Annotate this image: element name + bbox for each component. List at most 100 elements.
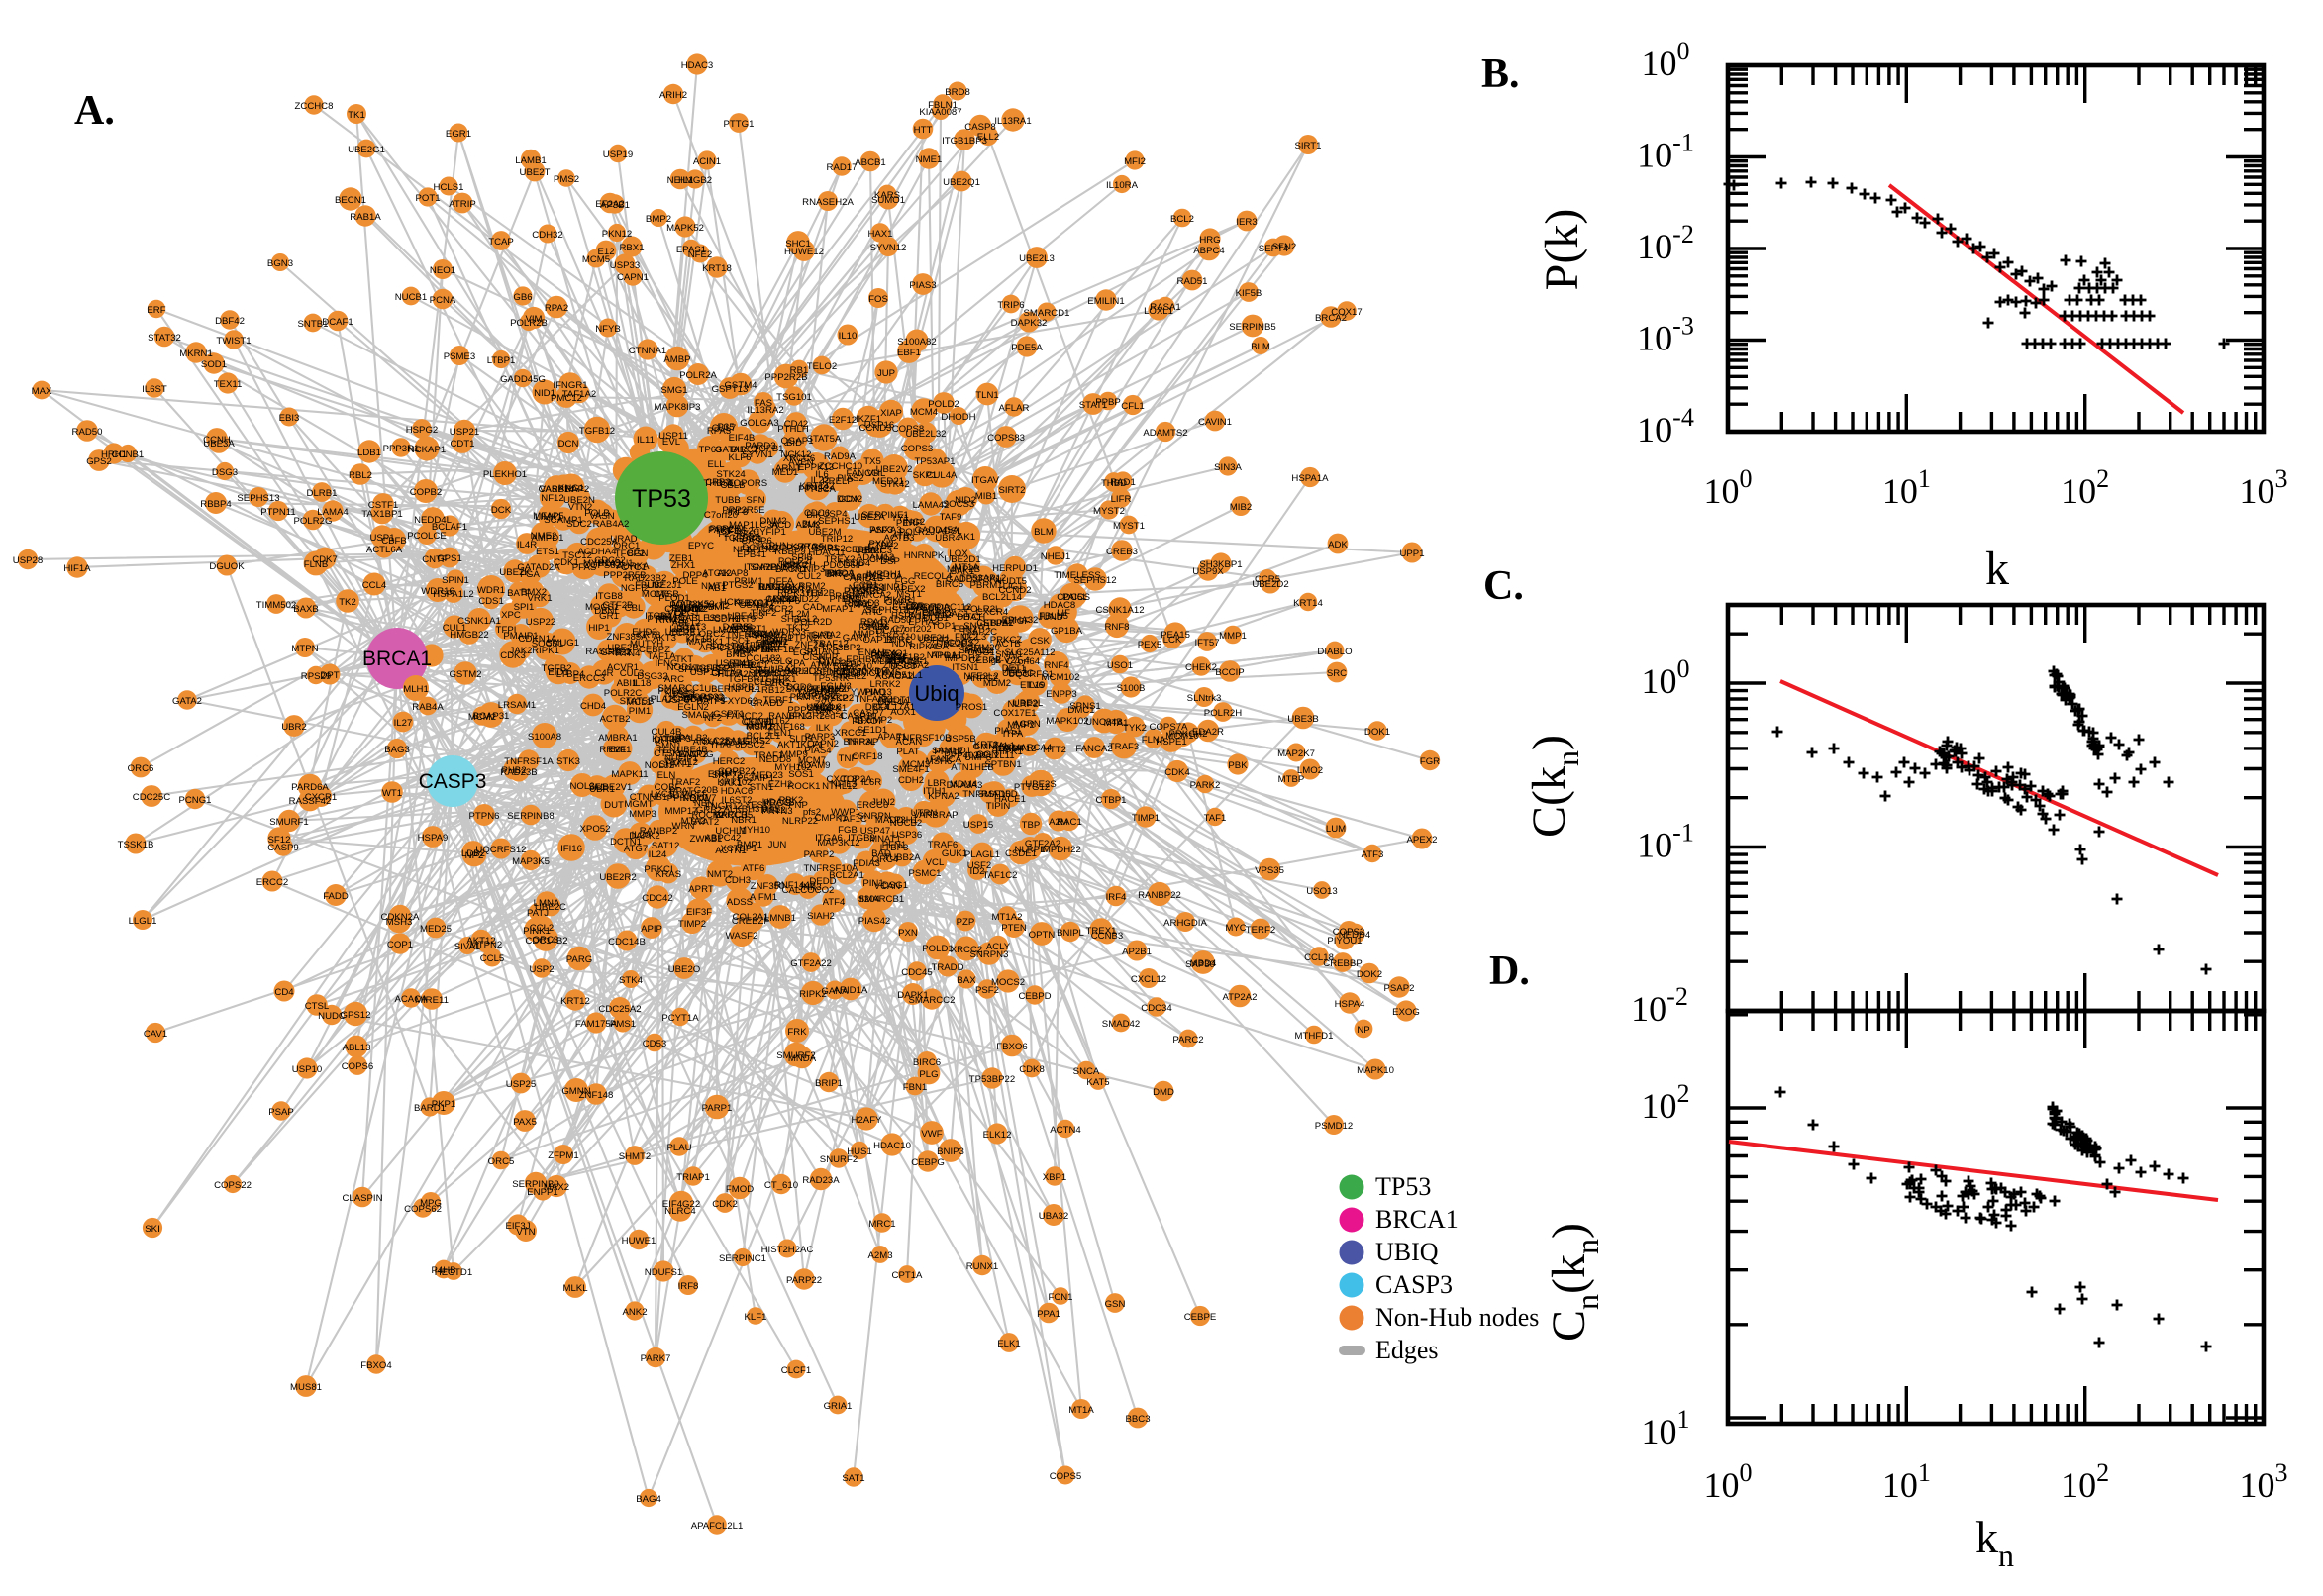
svg-text:SNURF2: SNURF2 <box>820 1154 858 1165</box>
svg-text:UBA32: UBA32 <box>1039 1211 1068 1222</box>
svg-text:FADD: FADD <box>323 891 349 902</box>
svg-text:BMP1: BMP1 <box>737 840 762 850</box>
svg-text:CREB3: CREB3 <box>1106 547 1138 557</box>
svg-text:TNFRSF10D: TNFRSF10D <box>962 789 1018 800</box>
svg-text:DSG3: DSG3 <box>212 467 238 478</box>
svg-text:ATF3: ATF3 <box>1362 849 1384 860</box>
svg-text:CTNNB1: CTNNB1 <box>630 792 667 803</box>
svg-text:ITM2B: ITM2B <box>807 588 835 599</box>
svg-text:TRAF3: TRAF3 <box>1109 742 1139 752</box>
svg-text:MED25: MED25 <box>420 924 452 935</box>
svg-text:PTEN: PTEN <box>1001 923 1027 934</box>
svg-text:MAPK10: MAPK10 <box>1357 1065 1394 1076</box>
svg-text:WDR16: WDR16 <box>421 586 454 597</box>
svg-text:GATAD2A: GATAD2A <box>517 562 560 573</box>
svg-text:CCL4: CCL4 <box>362 580 387 591</box>
svg-text:UBE2M: UBE2M <box>808 527 841 538</box>
svg-text:TELO2: TELO2 <box>807 361 837 372</box>
svg-text:MRC1: MRC1 <box>868 1219 895 1230</box>
svg-text:POLR2A: POLR2A <box>679 370 717 381</box>
svg-text:RHOA: RHOA <box>827 568 855 579</box>
svg-text:RAD9A: RAD9A <box>824 451 857 462</box>
svg-text:WDR1: WDR1 <box>477 585 505 596</box>
svg-text:MAPK102: MAPK102 <box>1046 716 1088 727</box>
svg-text:COX17: COX17 <box>1331 307 1362 318</box>
svg-text:k: k <box>1985 543 2009 595</box>
svg-text:FAS: FAS <box>755 398 772 409</box>
svg-text:BLM: BLM <box>1251 342 1270 352</box>
svg-text:USP21: USP21 <box>450 427 479 438</box>
svg-text:AMBP: AMBP <box>663 354 690 365</box>
svg-text:COL2A1: COL2A1 <box>733 912 769 923</box>
svg-text:HAX1: HAX1 <box>867 229 892 240</box>
svg-text:BLM: BLM <box>1034 527 1054 538</box>
svg-text:USP19: USP19 <box>603 150 633 160</box>
svg-text:FBXO6: FBXO6 <box>996 1042 1027 1052</box>
svg-text:RAD17: RAD17 <box>827 162 858 173</box>
svg-text:RPA3: RPA3 <box>707 426 731 437</box>
svg-text:MMP3: MMP3 <box>629 809 656 820</box>
svg-text:NBR1: NBR1 <box>731 815 757 826</box>
svg-text:MLH1: MLH1 <box>403 684 429 695</box>
svg-text:BECN1: BECN1 <box>335 195 366 206</box>
svg-text:UBE2Q1: UBE2Q1 <box>943 177 980 188</box>
svg-text:USP9X: USP9X <box>1192 566 1224 577</box>
svg-text:CSK: CSK <box>1030 636 1050 647</box>
svg-text:GB6: GB6 <box>513 292 532 303</box>
svg-text:TRIP6: TRIP6 <box>997 300 1024 311</box>
svg-text:FAM175A: FAM175A <box>575 1019 618 1030</box>
svg-text:XIAP: XIAP <box>880 408 902 419</box>
svg-text:PATJ: PATJ <box>527 908 549 919</box>
svg-text:FOS: FOS <box>868 294 888 305</box>
svg-text:BAG4: BAG4 <box>636 1494 661 1505</box>
svg-text:LAMA42: LAMA42 <box>913 500 950 511</box>
svg-text:MTHFD1: MTHFD1 <box>1295 1031 1334 1042</box>
svg-text:TCAP: TCAP <box>488 237 514 248</box>
svg-text:HDAC3: HDAC3 <box>681 60 714 71</box>
svg-text:DLRB1: DLRB1 <box>307 488 338 499</box>
svg-text:P(k): P(k) <box>1536 209 1588 291</box>
svg-text:HRH1: HRH1 <box>101 449 127 460</box>
svg-text:TWIST1: TWIST1 <box>216 336 251 347</box>
svg-text:ITGB3: ITGB3 <box>848 833 875 844</box>
svg-text:USP11: USP11 <box>658 431 688 442</box>
svg-text:IRF4: IRF4 <box>1106 892 1127 903</box>
svg-text:IL13RA1: IL13RA1 <box>994 116 1031 127</box>
svg-text:IFI16: IFI16 <box>560 844 582 854</box>
svg-text:POLE: POLE <box>672 576 698 587</box>
svg-text:DSG1: DSG1 <box>882 880 908 891</box>
svg-text:BATF: BATF <box>507 588 531 599</box>
svg-text:THAP82: THAP82 <box>689 693 725 704</box>
svg-text:BRD8: BRD8 <box>945 87 970 98</box>
svg-text:HSPG2: HSPG2 <box>406 425 439 436</box>
svg-text:TIMP2: TIMP2 <box>678 919 706 930</box>
svg-text:HDAC10: HDAC10 <box>873 1141 911 1151</box>
svg-text:MST1: MST1 <box>896 589 922 600</box>
svg-text:UBR2: UBR2 <box>281 722 307 733</box>
svg-text:NOD1: NOD1 <box>667 662 694 673</box>
svg-text:ARID1A: ARID1A <box>834 985 868 996</box>
svg-text:RB1: RB1 <box>790 365 809 376</box>
svg-text:CDS1: CDS1 <box>478 596 504 607</box>
svg-text:GSTM2: GSTM2 <box>449 669 481 680</box>
svg-text:SERPINC1: SERPINC1 <box>719 1253 766 1264</box>
svg-text:DCK: DCK <box>491 505 512 516</box>
svg-text:HMGB2: HMGB2 <box>678 175 712 186</box>
svg-text:GADD45G: GADD45G <box>500 374 546 385</box>
svg-text:CLCF1: CLCF1 <box>781 1365 811 1376</box>
svg-text:DCTN1: DCTN1 <box>610 837 642 848</box>
svg-text:ATRIP: ATRIP <box>449 199 476 210</box>
svg-text:GSTM4: GSTM4 <box>724 380 758 391</box>
svg-text:CD53: CD53 <box>643 1039 667 1049</box>
svg-text:UBE2R2: UBE2R2 <box>599 872 636 883</box>
svg-text:TSSK1B: TSSK1B <box>118 840 154 850</box>
svg-text:ABPC4: ABPC4 <box>1193 246 1225 256</box>
svg-text:PCNG1: PCNG1 <box>178 795 211 806</box>
svg-text:MBD4: MBD4 <box>1190 958 1217 969</box>
svg-text:NUDC: NUDC <box>318 1011 346 1022</box>
svg-text:TNFRSF1A: TNFRSF1A <box>504 756 554 767</box>
svg-text:CDH3: CDH3 <box>725 875 751 886</box>
svg-text:BNIPL: BNIPL <box>1057 928 1084 939</box>
svg-text:ROCK2: ROCK2 <box>691 810 724 821</box>
svg-text:TP53: TP53 <box>632 485 691 513</box>
